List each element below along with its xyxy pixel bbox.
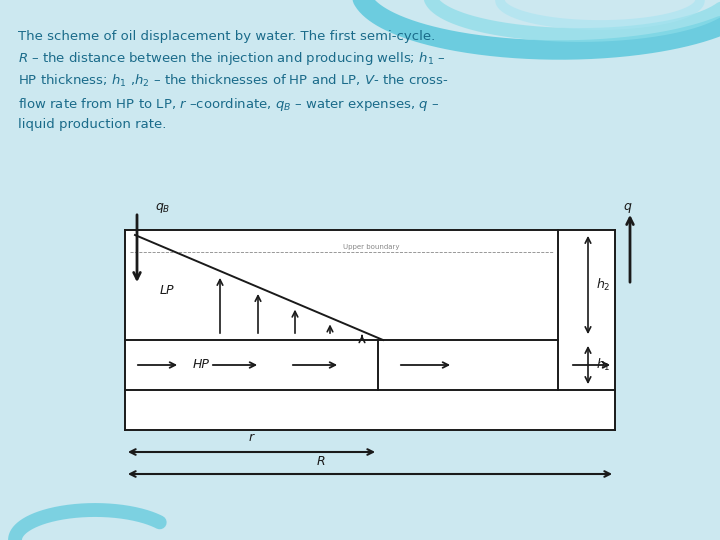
Text: The scheme of oil displacement by water. The first semi-cycle.
$R$ – the distanc: The scheme of oil displacement by water.… bbox=[18, 30, 449, 131]
Text: HP: HP bbox=[193, 359, 210, 372]
Text: LP: LP bbox=[160, 284, 174, 296]
Text: $q_B$: $q_B$ bbox=[155, 201, 171, 215]
Text: $r$: $r$ bbox=[248, 431, 256, 444]
Bar bbox=[125, 230, 615, 430]
Text: $q$: $q$ bbox=[623, 201, 632, 215]
Text: $R$: $R$ bbox=[317, 455, 326, 468]
Text: Upper boundary: Upper boundary bbox=[343, 244, 400, 250]
Text: $h_2$: $h_2$ bbox=[596, 277, 611, 293]
Text: $h_1$: $h_1$ bbox=[596, 357, 611, 373]
